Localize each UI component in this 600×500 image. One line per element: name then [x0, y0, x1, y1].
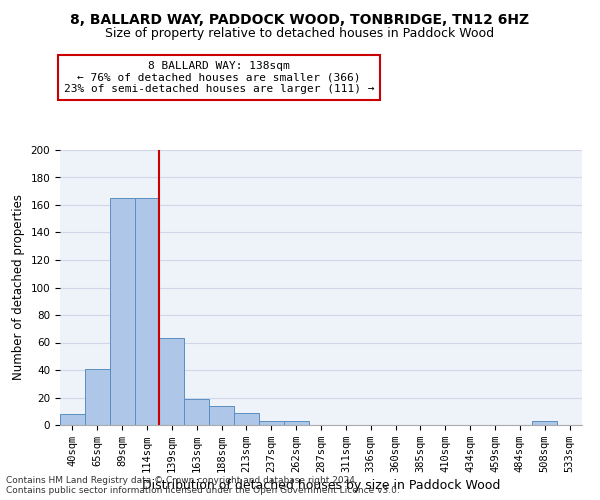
Bar: [184, 399, 209, 425]
X-axis label: Distribution of detached houses by size in Paddock Wood: Distribution of detached houses by size …: [142, 479, 500, 492]
Text: Size of property relative to detached houses in Paddock Wood: Size of property relative to detached ho…: [106, 28, 494, 40]
Y-axis label: Number of detached properties: Number of detached properties: [12, 194, 25, 380]
Text: 8 BALLARD WAY: 138sqm
← 76% of detached houses are smaller (366)
23% of semi-det: 8 BALLARD WAY: 138sqm ← 76% of detached …: [64, 61, 374, 94]
Bar: [160, 338, 184, 425]
Bar: [209, 406, 234, 425]
Bar: [134, 198, 160, 425]
Bar: [284, 421, 308, 425]
Text: Contains HM Land Registry data © Crown copyright and database right 2024.
Contai: Contains HM Land Registry data © Crown c…: [6, 476, 400, 495]
Bar: [234, 412, 259, 425]
Bar: [85, 368, 110, 425]
Bar: [60, 414, 85, 425]
Bar: [259, 421, 284, 425]
Text: 8, BALLARD WAY, PADDOCK WOOD, TONBRIDGE, TN12 6HZ: 8, BALLARD WAY, PADDOCK WOOD, TONBRIDGE,…: [70, 12, 530, 26]
Bar: [110, 198, 134, 425]
Bar: [532, 421, 557, 425]
